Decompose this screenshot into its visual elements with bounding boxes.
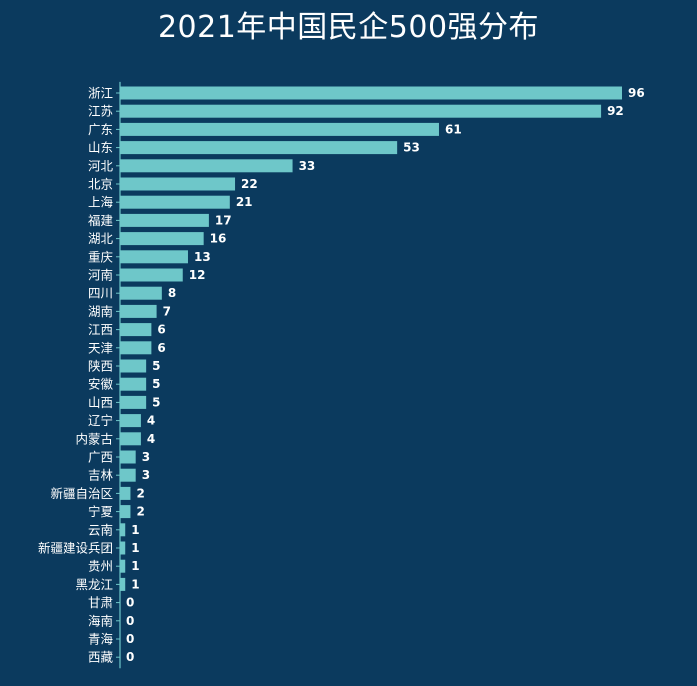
data-label: 3 [142,468,150,482]
category-label: 陕西 [88,359,113,374]
data-label: 96 [628,86,645,100]
data-label: 17 [215,213,232,227]
bar [120,122,439,136]
category-label: 湖南 [88,304,113,319]
data-label: 61 [445,122,462,136]
data-label: 53 [403,141,420,155]
bar [120,141,398,155]
category-label: 新疆自治区 [50,486,113,501]
category-label: 北京 [88,177,113,192]
category-label: 上海 [88,195,114,210]
data-label: 2 [136,505,144,519]
category-label: 湖北 [88,231,114,246]
bar [120,395,147,409]
bar [120,323,152,337]
bar [120,195,230,209]
category-label: 青海 [88,632,114,647]
data-label: 6 [157,323,165,337]
category-label: 河南 [88,268,113,283]
bar [120,104,602,118]
bar [120,304,157,318]
bar [120,159,293,173]
data-label: 1 [131,559,139,573]
data-label: 0 [126,614,134,628]
data-label: 6 [157,341,165,355]
bar [120,541,126,555]
bar [120,559,126,573]
data-label: 0 [126,632,134,646]
bar [120,213,209,227]
data-label: 22 [241,177,258,191]
data-label: 1 [131,577,139,591]
data-label: 0 [126,650,134,664]
bar [120,505,131,519]
category-label: 江西 [88,322,113,337]
data-label: 0 [126,596,134,610]
category-label: 广东 [88,122,113,137]
category-label: 河北 [88,158,114,173]
bar [120,268,183,282]
category-label: 江苏 [88,104,113,119]
data-label: 5 [152,377,160,391]
category-label: 西藏 [88,650,114,665]
bar [120,177,236,191]
category-label: 新疆建设兵团 [38,541,113,556]
data-label: 33 [299,159,316,173]
data-label: 4 [147,414,155,428]
bar [120,377,147,391]
category-label: 福建 [88,213,114,228]
data-label: 16 [210,232,227,246]
category-label: 宁夏 [88,504,114,519]
bar [120,414,141,428]
data-label: 2 [136,486,144,500]
category-label: 辽宁 [88,413,113,428]
bar [120,486,131,500]
category-label: 吉林 [88,468,114,483]
category-label: 海南 [88,613,113,628]
data-label: 5 [152,359,160,373]
category-label: 浙江 [88,86,113,101]
category-label: 内蒙古 [75,431,113,446]
category-label: 云南 [88,522,113,537]
category-label: 重庆 [88,249,114,264]
bar [120,232,204,246]
data-label: 12 [189,268,206,282]
bar [120,577,126,591]
category-label: 甘肃 [88,595,113,610]
bar [120,250,188,264]
data-label: 1 [131,523,139,537]
category-label: 安徽 [88,377,114,392]
bar [120,341,152,355]
bar [120,450,136,464]
data-label: 7 [163,304,171,318]
data-label: 21 [236,195,253,209]
chart-title: 2021年中国民企500强分布 [157,10,540,45]
category-label: 贵州 [88,559,113,574]
bar [120,359,147,373]
category-label: 黑龙江 [75,577,113,592]
data-label: 8 [168,286,176,300]
category-label: 山西 [88,395,113,410]
bar [120,432,141,446]
category-label: 山东 [88,140,113,155]
data-label: 13 [194,250,211,264]
category-label: 四川 [88,286,113,301]
data-label: 1 [131,541,139,555]
data-label: 5 [152,395,160,409]
data-label: 4 [147,432,155,446]
bar [120,468,136,482]
data-label: 92 [607,104,624,118]
category-label: 广西 [88,450,113,465]
bar [120,286,162,300]
data-label: 3 [142,450,150,464]
bar [120,523,126,537]
category-label: 天津 [88,340,113,355]
bar [120,86,622,100]
